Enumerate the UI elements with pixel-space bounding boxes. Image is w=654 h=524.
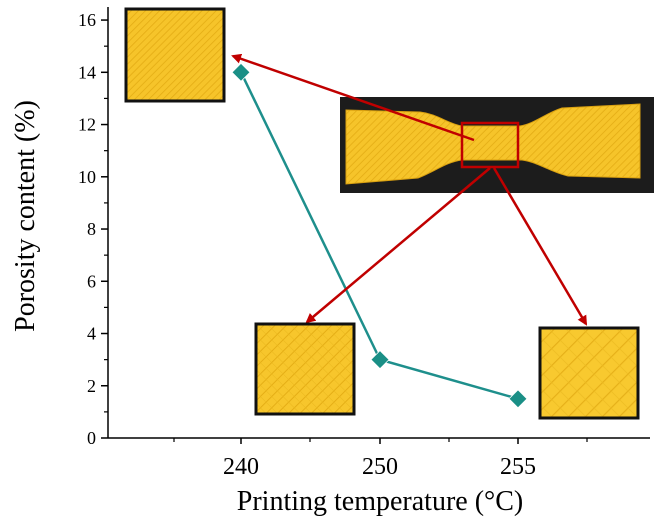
arrow-to-240-inset [231, 53, 475, 142]
annotation-arrows [231, 53, 588, 326]
specimen-shape [345, 103, 641, 185]
axes [107, 7, 650, 439]
y-tick-label: 8 [87, 219, 96, 239]
texture-inset-240 [124, 7, 226, 103]
x-tick-label: 255 [500, 454, 536, 480]
data-series [231, 62, 528, 409]
x-tick-label: 250 [362, 454, 398, 480]
y-tick-label: 4 [87, 324, 96, 344]
data-point-marker [508, 389, 528, 409]
x-ticks: 240 250 255 [173, 438, 588, 480]
y-tick-label: 0 [87, 428, 96, 448]
y-ticks: 0 2 4 6 8 10 12 14 16 [78, 10, 108, 448]
x-axis-title: Printing temperature (°C) [237, 486, 523, 517]
y-axis-title: Porosity content (%) [10, 100, 41, 332]
texture-inset-255 [538, 326, 640, 420]
data-point-marker [231, 62, 251, 82]
arrow-to-250-inset [305, 167, 491, 324]
data-point-marker [370, 350, 390, 370]
y-tick-label: 14 [78, 62, 96, 82]
texture-inset-250 [254, 322, 356, 416]
highlight-box [460, 121, 520, 169]
x-tick-label: 240 [223, 454, 259, 480]
y-tick-label: 10 [78, 167, 96, 187]
y-tick-label: 6 [87, 271, 96, 291]
arrow-to-255-inset [492, 167, 588, 326]
specimen-photo-inset [340, 97, 654, 193]
y-tick-label: 12 [78, 115, 96, 135]
y-tick-label: 16 [78, 10, 96, 30]
y-tick-label: 2 [87, 376, 96, 396]
